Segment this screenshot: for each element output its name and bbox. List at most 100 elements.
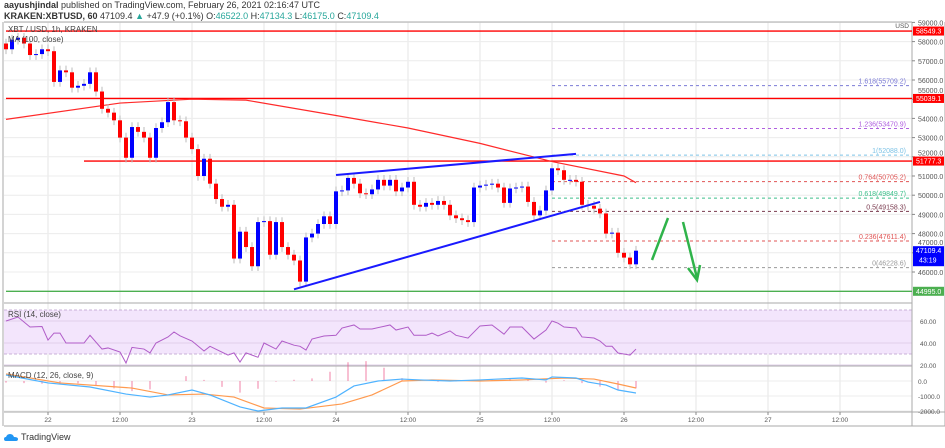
candle-body bbox=[34, 54, 38, 56]
price-badge-value: 47109.4 bbox=[916, 248, 941, 255]
candle-body bbox=[358, 183, 362, 194]
candle-body bbox=[106, 108, 110, 113]
candle-body bbox=[388, 179, 392, 186]
candle-body bbox=[196, 149, 200, 176]
candle-body bbox=[64, 70, 68, 73]
price-axis-label: 50000.0 bbox=[918, 193, 943, 200]
decline-arrow-icon bbox=[681, 221, 699, 279]
fib-level-label: 0.764(50705.2) bbox=[859, 175, 906, 182]
candle-body bbox=[172, 102, 176, 121]
price-axis-label: 53000.0 bbox=[918, 136, 943, 143]
candle-body bbox=[154, 128, 158, 158]
rsi-line bbox=[5, 316, 637, 365]
price-axis-label: 58000.0 bbox=[918, 40, 943, 47]
candle-body bbox=[364, 193, 368, 195]
candle-body bbox=[520, 186, 524, 188]
price-badge-value: 51777.3 bbox=[916, 159, 941, 166]
candle-body bbox=[562, 170, 566, 180]
price-badge bbox=[913, 156, 944, 166]
candle-body bbox=[556, 168, 560, 171]
time-axis-label: 12:00 bbox=[688, 417, 705, 424]
candle-body bbox=[550, 168, 554, 191]
rsi-band bbox=[4, 310, 912, 354]
currency-unit-label: USD bbox=[895, 23, 909, 30]
candle-body bbox=[238, 231, 242, 259]
candle-body bbox=[220, 199, 224, 207]
fib-level-label: 0(46228.6) bbox=[872, 261, 906, 268]
price-axis-label: 47000.0 bbox=[918, 240, 943, 247]
trendline bbox=[293, 200, 601, 291]
candle-body bbox=[232, 204, 236, 259]
candle-body bbox=[574, 179, 578, 182]
candle-body bbox=[16, 37, 20, 40]
candle-body bbox=[430, 202, 434, 205]
candles bbox=[4, 32, 638, 287]
low-label: L: bbox=[294, 11, 303, 21]
ma-legend: MA (100, close) bbox=[8, 35, 64, 44]
macd-line bbox=[5, 374, 637, 412]
time-axis-label: 12:00 bbox=[400, 417, 417, 424]
author-name[interactable]: aayushjindal bbox=[4, 0, 59, 10]
candle-body bbox=[316, 224, 320, 234]
price-axis-label: 56000.0 bbox=[918, 78, 943, 85]
change-arrow-icon: ▲ bbox=[135, 11, 145, 21]
candle-body bbox=[52, 51, 56, 82]
candle-body bbox=[208, 158, 212, 184]
published-text: published on TradingView.com, February 2… bbox=[61, 0, 321, 10]
bounce-arrow-icon bbox=[650, 217, 670, 261]
high-label: H: bbox=[250, 11, 260, 21]
candle-body bbox=[76, 85, 80, 88]
candle-body bbox=[82, 83, 86, 86]
chart-legend-title: XBT / USD, 1h, KRAKEN bbox=[8, 25, 98, 34]
candle-body bbox=[622, 252, 626, 258]
candle-body bbox=[124, 137, 128, 158]
candle-body bbox=[448, 204, 452, 216]
time-axis-label: 12:00 bbox=[832, 417, 849, 424]
price-axis-label: 52000.0 bbox=[918, 151, 943, 158]
time-axis-label: 23 bbox=[188, 417, 196, 424]
rsi-axis-label: 20.00 bbox=[920, 363, 937, 370]
price-axis-label: 55000.0 bbox=[918, 88, 943, 95]
tradingview-logo[interactable]: TradingView bbox=[4, 432, 71, 442]
close-label: C: bbox=[337, 11, 347, 21]
candle-body bbox=[466, 220, 470, 223]
macd-axis-label: 0.0 bbox=[918, 379, 927, 386]
candle-body bbox=[568, 179, 572, 181]
candle-body bbox=[394, 179, 398, 192]
candle-body bbox=[256, 222, 260, 267]
candle-body bbox=[514, 187, 518, 189]
candle-body bbox=[292, 254, 296, 261]
fib-level-label: 0.236(47611.4) bbox=[859, 234, 906, 241]
candle-body bbox=[628, 257, 632, 265]
candle-body bbox=[142, 131, 146, 138]
candle-body bbox=[184, 121, 188, 138]
close-value: 47109.4 bbox=[346, 11, 379, 21]
candle-body bbox=[58, 70, 62, 82]
candle-body bbox=[538, 210, 542, 216]
candle-body bbox=[100, 91, 104, 109]
candle-body bbox=[190, 137, 194, 150]
time-axis-label: 26 bbox=[620, 417, 628, 424]
symbol-info: KRAKEN:XBTUSD, 60 47109.4 ▲ +47.9 (+0.1%… bbox=[4, 11, 379, 21]
candle-body bbox=[610, 232, 614, 234]
rsi-axis-label: 60.00 bbox=[920, 319, 937, 326]
candle-body bbox=[130, 127, 134, 158]
rsi-legend: RSI (14, close) bbox=[8, 310, 61, 319]
candle-body bbox=[334, 191, 338, 224]
candle-body bbox=[286, 247, 290, 255]
candle-body bbox=[532, 201, 536, 216]
open-label: O: bbox=[206, 11, 216, 21]
candle-body bbox=[28, 43, 32, 56]
candle-body bbox=[544, 190, 548, 211]
cloud-icon bbox=[4, 433, 18, 441]
candle-body bbox=[502, 187, 506, 203]
fib-level-label: 0.618(49849.7) bbox=[859, 191, 906, 198]
fib-level-label: 1.618(55709.2) bbox=[859, 79, 906, 86]
candle-body bbox=[436, 200, 440, 205]
candle-body bbox=[94, 72, 98, 92]
candle-body bbox=[322, 216, 326, 224]
candle-body bbox=[454, 215, 458, 219]
bar-countdown: 43:19 bbox=[919, 258, 937, 265]
candle-body bbox=[496, 183, 500, 188]
